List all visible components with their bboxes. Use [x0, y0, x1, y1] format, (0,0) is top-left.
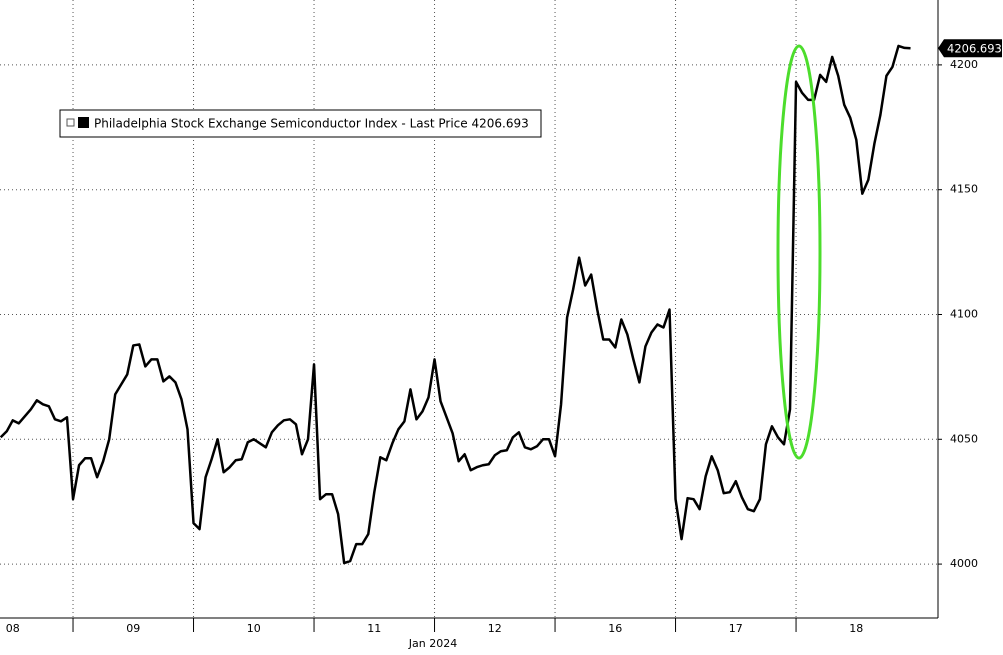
x-tick-label: 10 [247, 622, 261, 635]
last-price-tag [938, 39, 1002, 58]
x-tick-label: 16 [608, 622, 622, 635]
last-price-label: 4206.693 [947, 42, 1002, 56]
plot-area [0, 0, 938, 618]
x-tick-label: 18 [849, 622, 863, 635]
x-axis-label: Jan 2024 [408, 637, 457, 650]
legend-swatch [78, 117, 89, 128]
legend: Philadelphia Stock Exchange Semiconducto… [59, 109, 542, 138]
y-tick-label: 4200 [950, 58, 978, 71]
x-tick-label: 12 [488, 622, 502, 635]
x-tick-label: 11 [367, 622, 381, 635]
y-tick-label: 4100 [950, 307, 978, 320]
y-tick-label: 4050 [950, 432, 978, 445]
y-tick-label: 4000 [950, 557, 978, 570]
x-tick-label: 17 [729, 622, 743, 635]
legend-box [59, 109, 542, 138]
legend-entry: Philadelphia Stock Exchange Semiconducto… [94, 117, 529, 131]
x-tick-label: 09 [126, 622, 140, 635]
y-tick-label: 4150 [950, 183, 978, 196]
highlight-ellipse [776, 44, 822, 460]
price-line [0, 44, 911, 565]
x-tick-label: 08 [6, 622, 20, 635]
legend-toggle [66, 118, 75, 127]
